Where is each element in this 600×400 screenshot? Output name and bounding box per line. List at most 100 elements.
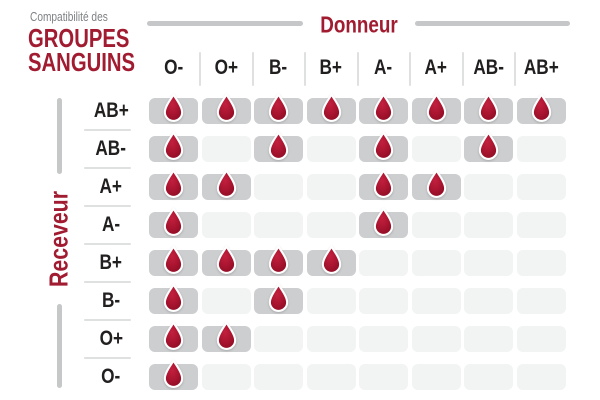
receiver-row-label: AB-	[82, 136, 140, 162]
blood-drop-icon	[531, 93, 551, 122]
blood-drop-icon	[373, 169, 394, 198]
column-separator	[514, 52, 516, 86]
compatibility-cell-compatible	[149, 359, 198, 390]
compatibility-cell-empty	[411, 136, 461, 162]
blood-drop-icon	[163, 321, 184, 350]
blood-drop-icon	[268, 245, 289, 274]
donor-col-header-label: B+	[319, 56, 343, 79]
compatibility-cell-empty	[306, 212, 356, 238]
compatibility-cell-compatible	[359, 93, 408, 124]
receiver-row-label: A+	[82, 174, 140, 200]
compatibility-cell-empty	[254, 174, 303, 200]
donor-col-header-label: B-	[269, 56, 288, 79]
compatibility-cell-compatible	[254, 245, 303, 276]
receiver-rule-top	[57, 98, 62, 174]
donor-col-header-label: A+	[424, 56, 448, 79]
compatibility-cell-empty	[254, 326, 303, 352]
compatibility-cell-empty	[464, 364, 513, 390]
blood-drop-icon	[478, 93, 499, 122]
compatibility-cell-empty	[306, 326, 356, 352]
compatibility-cell-empty	[306, 364, 356, 390]
blood-drop-icon	[373, 93, 394, 122]
receiver-row-label-text: AB-	[95, 137, 127, 160]
compatibility-cell-empty	[464, 288, 513, 314]
compatibility-cell-empty	[201, 212, 251, 238]
column-separator	[199, 52, 201, 86]
receiver-axis-label: Receveur	[43, 190, 74, 288]
row-separator	[84, 280, 131, 283]
compatibility-cell-compatible	[411, 169, 461, 200]
compatibility-cell-empty	[254, 212, 303, 238]
donor-rule-right	[415, 21, 570, 26]
receiver-row-label-text: O+	[99, 327, 123, 350]
column-separator	[251, 52, 254, 86]
compatibility-cell-empty	[411, 288, 461, 314]
compatibility-cell-compatible	[464, 131, 513, 162]
compatibility-cell-compatible	[464, 93, 513, 124]
row-separator	[84, 356, 131, 359]
donor-col-header: B-	[254, 56, 303, 80]
row-separator	[84, 204, 131, 207]
compatibility-cell-empty	[516, 136, 566, 162]
compatibility-cell-empty	[306, 136, 356, 162]
receiver-row-label: O-	[82, 364, 140, 390]
compatibility-cell-empty	[464, 250, 513, 276]
page-title-line2: SANGUINS	[28, 47, 136, 77]
row-separator	[84, 166, 131, 169]
blood-drop-icon	[268, 131, 289, 160]
blood-drop-icon	[268, 283, 289, 312]
compatibility-cell-compatible	[306, 245, 356, 276]
compatibility-cell-empty	[411, 326, 461, 352]
receiver-row-label-text: A+	[99, 175, 123, 198]
blood-drop-icon	[426, 93, 446, 122]
page-title-line1: GROUPES	[28, 23, 130, 53]
compatibility-cell-empty	[464, 326, 513, 352]
blood-drop-icon	[163, 283, 184, 312]
compatibility-cell-empty	[359, 364, 408, 390]
row-separator	[84, 318, 131, 321]
blood-drop-icon	[163, 207, 184, 236]
donor-col-header: A+	[412, 56, 461, 80]
receiver-row-label-text: B+	[99, 251, 123, 274]
compatibility-cell-compatible	[149, 245, 198, 276]
blood-drop-icon	[373, 131, 394, 160]
compatibility-cell-empty	[254, 364, 303, 390]
row-separator	[84, 242, 131, 245]
blood-drop-icon	[163, 359, 184, 388]
compatibility-cell-empty	[359, 250, 408, 276]
compatibility-cell-empty	[411, 250, 461, 276]
donor-col-header-label: A-	[374, 56, 393, 79]
title-kicker-text: Compatibilité des	[30, 9, 108, 24]
blood-drop-icon	[163, 169, 184, 198]
blood-drop-icon	[426, 169, 446, 198]
row-separator	[84, 128, 131, 131]
compatibility-cell-compatible	[201, 245, 251, 276]
receiver-row-label: B+	[82, 250, 140, 276]
blood-drop-icon	[321, 245, 341, 274]
compatibility-cell-empty	[516, 288, 566, 314]
donor-col-header-label: AB-	[473, 56, 504, 79]
receiver-row-label: AB+	[82, 98, 140, 124]
compatibility-cell-empty	[516, 364, 566, 390]
compatibility-cell-compatible	[149, 283, 198, 314]
compatibility-cell-compatible	[201, 169, 251, 200]
compatibility-cell-compatible	[411, 93, 461, 124]
compatibility-cell-compatible	[359, 207, 408, 238]
compatibility-cell-compatible	[516, 93, 566, 124]
donor-col-header-label: AB+	[523, 56, 559, 79]
donor-col-header: AB+	[517, 56, 566, 80]
column-separator	[356, 52, 359, 86]
compatibility-cell-empty	[201, 288, 251, 314]
blood-drop-icon	[216, 245, 236, 274]
compatibility-cell-empty	[306, 174, 356, 200]
compatibility-cell-empty	[464, 212, 513, 238]
donor-axis-label: Donneur	[320, 11, 398, 38]
compatibility-cell-empty	[516, 174, 566, 200]
column-separator	[409, 52, 411, 86]
compatibility-cell-compatible	[149, 93, 198, 124]
receiver-row-label-text: A-	[101, 213, 121, 236]
blood-drop-icon	[163, 245, 184, 274]
receiver-row-label: O+	[82, 326, 140, 352]
title-kicker: Compatibilité des	[30, 9, 130, 24]
